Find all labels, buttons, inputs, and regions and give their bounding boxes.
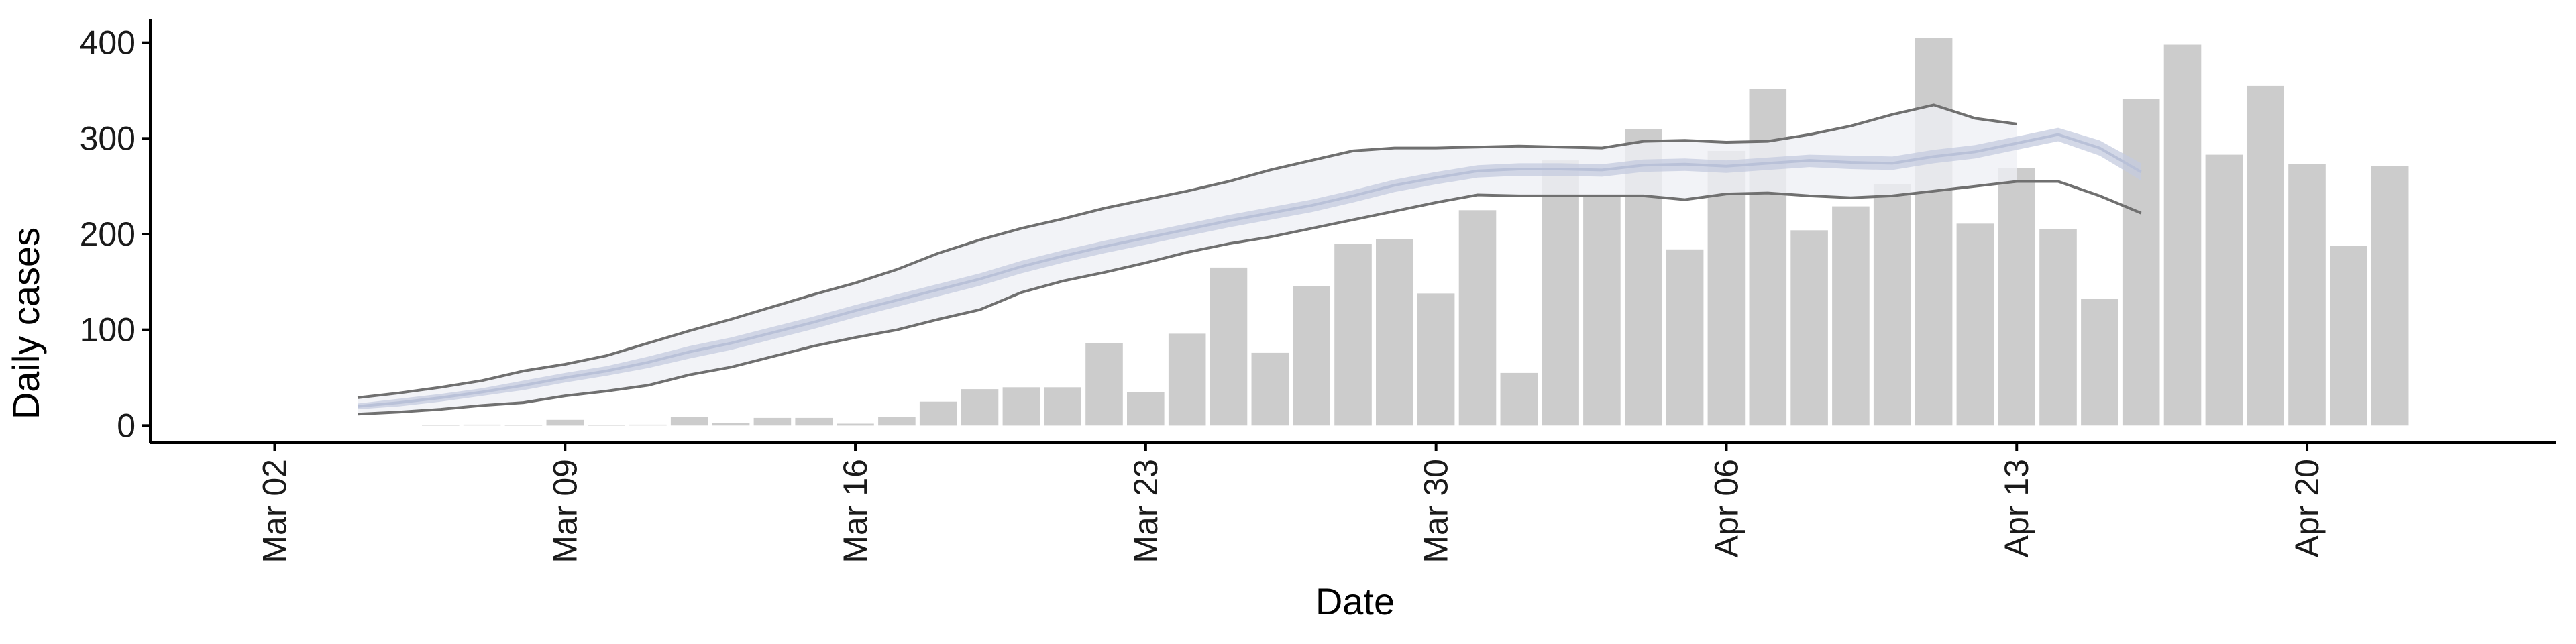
bar	[2330, 246, 2367, 426]
bar-series	[422, 38, 2409, 426]
x-tick-label: Mar 02	[256, 459, 293, 564]
x-tick-label: Mar 30	[1417, 459, 1455, 564]
bar	[2039, 229, 2077, 426]
x-tick-label: Mar 16	[837, 459, 874, 564]
bar	[795, 417, 833, 426]
bar	[1458, 210, 1497, 426]
bar	[2081, 299, 2118, 426]
bar	[961, 389, 999, 426]
bar	[422, 425, 460, 426]
y-tick-label: 400	[80, 24, 136, 62]
bar	[2122, 99, 2160, 426]
x-tick-label: Apr 06	[1707, 459, 1745, 557]
bar	[1873, 184, 1911, 426]
bar	[1127, 392, 1165, 426]
bar	[1500, 372, 1538, 426]
y-tick-label: 300	[80, 119, 136, 157]
bar	[1210, 267, 1248, 426]
bar	[2288, 164, 2326, 426]
bar	[1293, 286, 1330, 426]
x-tick-label: Mar 09	[546, 459, 584, 564]
y-axis-title: Daily cases	[5, 227, 47, 419]
bar	[2247, 85, 2284, 426]
bar	[546, 419, 584, 426]
bar	[670, 417, 708, 426]
y-tick-label: 200	[80, 215, 136, 253]
x-axis-title: Date	[1316, 580, 1395, 623]
bar	[712, 423, 750, 426]
x-tick-label: Apr 20	[2288, 459, 2326, 557]
bar	[1334, 244, 1372, 426]
axes: 0 100 200 300 400 Mar 02 Mar 09 Mar 16 Mar 23 Mar…	[80, 19, 2556, 564]
bar	[1583, 195, 1621, 426]
bar	[1417, 293, 1455, 426]
bar	[2163, 44, 2202, 426]
upper-bound-line	[357, 103, 2017, 399]
bar	[588, 425, 625, 426]
bar	[1168, 333, 1206, 426]
lower-bound-line	[358, 180, 2142, 416]
inner-interval	[358, 127, 2141, 410]
bar	[1044, 387, 1081, 426]
bar	[753, 417, 792, 426]
bar	[2371, 166, 2409, 426]
bar	[878, 417, 916, 426]
y-tick-label: 100	[80, 311, 136, 349]
bar	[1542, 160, 1579, 426]
x-tick-label: Mar 23	[1127, 459, 1165, 564]
bar	[1956, 223, 1994, 426]
bar	[837, 423, 874, 426]
bar	[1002, 387, 1040, 426]
bar	[1790, 230, 1828, 426]
estimate-band	[357, 103, 2142, 416]
bar	[919, 401, 957, 426]
bar	[1998, 168, 2035, 426]
bar	[1915, 38, 1953, 426]
x-tick-label: Apr 13	[1998, 459, 2035, 557]
bar	[504, 425, 543, 426]
y-tick-label: 0	[117, 407, 136, 444]
bar	[1832, 206, 1870, 426]
bar	[1251, 352, 1289, 426]
bar	[2205, 154, 2243, 426]
bar	[1666, 249, 1704, 426]
bar	[1085, 343, 1123, 426]
bar	[1376, 239, 1413, 426]
median-line	[357, 133, 2142, 408]
